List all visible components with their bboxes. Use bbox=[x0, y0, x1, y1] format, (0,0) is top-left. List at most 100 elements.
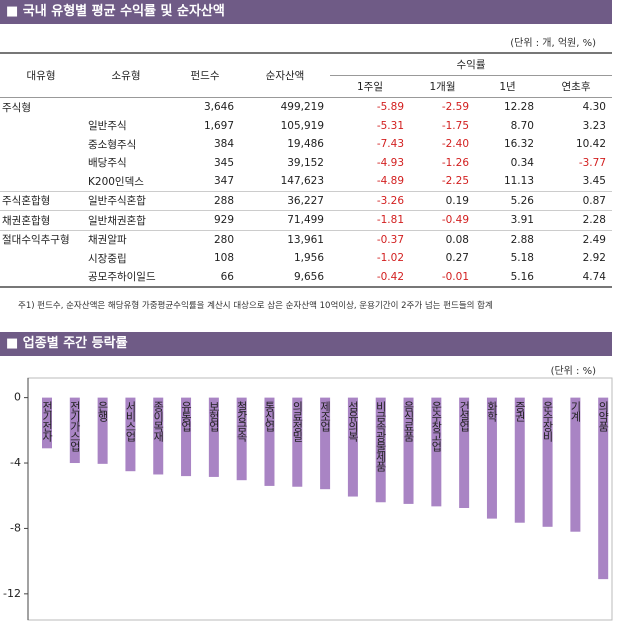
table-row: 공모주하이일드 66 9,656 -0.42 -0.01 5.16 4.74 bbox=[0, 267, 612, 288]
category-label: 전기가스업 bbox=[68, 400, 81, 451]
value-cell: -7.43 bbox=[376, 138, 404, 151]
sub-cell: 중소형주식 bbox=[88, 138, 137, 151]
value-cell: -1.75 bbox=[441, 119, 469, 132]
sub-cell: 배당주식 bbox=[88, 157, 127, 170]
category-label: 보험업 bbox=[207, 400, 220, 431]
sub-cell: 일반채권혼합 bbox=[82, 210, 170, 230]
value-cell: 8.70 bbox=[510, 119, 534, 132]
value-cell: 2.88 bbox=[475, 229, 540, 249]
bar bbox=[69, 397, 80, 464]
value-cell: 39,152 bbox=[287, 156, 324, 169]
value-cell: -1.02 bbox=[376, 252, 404, 265]
group-cell bbox=[0, 154, 82, 173]
bar bbox=[347, 397, 358, 497]
value-cell: 71,499 bbox=[240, 210, 330, 230]
category-label: 음식료품 bbox=[402, 400, 415, 441]
value-cell: 384 bbox=[213, 138, 234, 151]
sub-cell bbox=[82, 98, 170, 117]
value-cell: -0.37 bbox=[330, 229, 410, 249]
table-row: 절대수익추구형 채권알파 280 13,961 -0.37 0.08 2.88 2.49 bbox=[0, 229, 612, 249]
value-cell: 0.08 bbox=[410, 229, 475, 249]
group-cell bbox=[0, 135, 82, 154]
category-label: 의료정밀 bbox=[291, 400, 304, 441]
table-row: 주식형 3,646 499,219 -5.89 -2.59 12.28 4.30 bbox=[0, 98, 612, 117]
category-label: 철강금속 bbox=[235, 400, 248, 441]
value-cell: 10.42 bbox=[575, 138, 606, 151]
sub-cell: 시장중립 bbox=[88, 252, 127, 265]
value-cell: -3.26 bbox=[330, 190, 410, 211]
value-cell: 36,227 bbox=[240, 190, 330, 211]
category-label: 섬유의복 bbox=[346, 400, 359, 442]
value-cell: -3.77 bbox=[578, 156, 606, 169]
category-label: 전기전자 bbox=[41, 400, 54, 441]
value-cell: 288 bbox=[170, 190, 240, 211]
table-row: 배당주식 345 39,152 -4.93 -1.26 0.34 -3.77 bbox=[0, 154, 612, 173]
value-cell: 280 bbox=[170, 229, 240, 249]
bar bbox=[514, 397, 525, 523]
table-row: 시장중립 108 1,956 -1.02 0.27 5.18 2.92 bbox=[0, 249, 612, 268]
header-row: 대유형 소유형 펀드수 순자산액 수익률 bbox=[0, 52, 612, 98]
bar bbox=[431, 397, 442, 507]
column-header: 순자산액 bbox=[240, 52, 330, 98]
y-tick-label: -8 bbox=[10, 521, 21, 534]
value-cell: 3.45 bbox=[582, 175, 606, 188]
table-row: K200인덱스 347 147,623 -4.89 -2.25 11.13 3.45 bbox=[0, 172, 612, 191]
bar bbox=[320, 397, 331, 490]
value-cell: -2.40 bbox=[441, 138, 469, 151]
bar bbox=[264, 397, 275, 486]
category-label: 기계 bbox=[569, 400, 582, 422]
bar bbox=[181, 397, 192, 477]
value-cell: 105,919 bbox=[280, 119, 324, 132]
category-label: 의약품 bbox=[597, 400, 610, 431]
value-cell: -5.31 bbox=[376, 119, 404, 132]
chart: 0 -4 -8 -12 전기전자 전기가스업 은행 서비스업 종이목재 유통업 보험업 철강금속 통신업… bbox=[3, 377, 613, 621]
value-cell: 3.91 bbox=[475, 210, 540, 230]
group-cell: 주식형 bbox=[2, 101, 31, 114]
y-tick-label: -12 bbox=[3, 587, 21, 600]
table-row: 중소형주식 384 19,486 -7.43 -2.40 16.32 10.42 bbox=[0, 135, 612, 154]
value-cell: 3,646 bbox=[203, 101, 234, 114]
value-cell: -4.93 bbox=[376, 156, 404, 169]
bar bbox=[153, 397, 164, 475]
value-cell: 108 bbox=[213, 252, 234, 265]
group-cell: 절대수익추구형 bbox=[0, 229, 82, 249]
value-cell: -0.49 bbox=[410, 210, 475, 230]
bar bbox=[403, 397, 414, 504]
section-title: ■ 국내 유형별 평균 수익률 및 순자산액 bbox=[0, 0, 612, 24]
value-cell: 5.18 bbox=[510, 252, 534, 265]
column-header: 펀드수 bbox=[170, 52, 240, 98]
bar bbox=[292, 397, 303, 487]
value-cell: -1.81 bbox=[330, 210, 410, 230]
value-cell: 19,486 bbox=[287, 138, 324, 151]
bar bbox=[459, 397, 470, 508]
value-cell: 1,697 bbox=[203, 119, 234, 132]
sub-cell: 공모주하이일드 bbox=[82, 267, 170, 288]
bar bbox=[598, 397, 609, 580]
value-cell: -1.26 bbox=[441, 156, 469, 169]
sub-cell: 일반주식혼합 bbox=[82, 190, 170, 211]
category-label: 종이목재 bbox=[152, 401, 165, 442]
table-row: 일반주식 1,697 105,919 -5.31 -1.75 8.70 3.23 bbox=[0, 117, 612, 136]
bar bbox=[97, 397, 108, 464]
category-label: 비금속광물제품 bbox=[374, 400, 387, 471]
value-cell: 13,961 bbox=[240, 229, 330, 249]
value-cell: 12.28 bbox=[503, 101, 534, 114]
bar bbox=[375, 397, 386, 503]
sub-cell: 채권알파 bbox=[82, 229, 170, 249]
value-cell: -5.89 bbox=[376, 101, 404, 114]
category-label: 운수창고업 bbox=[430, 400, 443, 451]
value-cell: 0.19 bbox=[410, 190, 475, 211]
value-cell: 66 bbox=[170, 267, 240, 288]
value-cell: 2.92 bbox=[582, 252, 606, 265]
value-cell: -0.01 bbox=[410, 267, 475, 288]
column-header: 대유형 bbox=[0, 52, 82, 98]
value-cell: 3.23 bbox=[582, 119, 606, 132]
group-cell bbox=[0, 117, 82, 136]
sub-cell: K200인덱스 bbox=[88, 175, 144, 188]
y-tick-label: -4 bbox=[10, 456, 21, 469]
value-cell: 0.34 bbox=[510, 156, 534, 169]
bar bbox=[570, 397, 581, 532]
value-cell: -2.59 bbox=[441, 101, 469, 114]
category-label: 통신업 bbox=[263, 400, 276, 431]
section-title: ■ 업종별 주간 등락률 bbox=[0, 332, 612, 356]
